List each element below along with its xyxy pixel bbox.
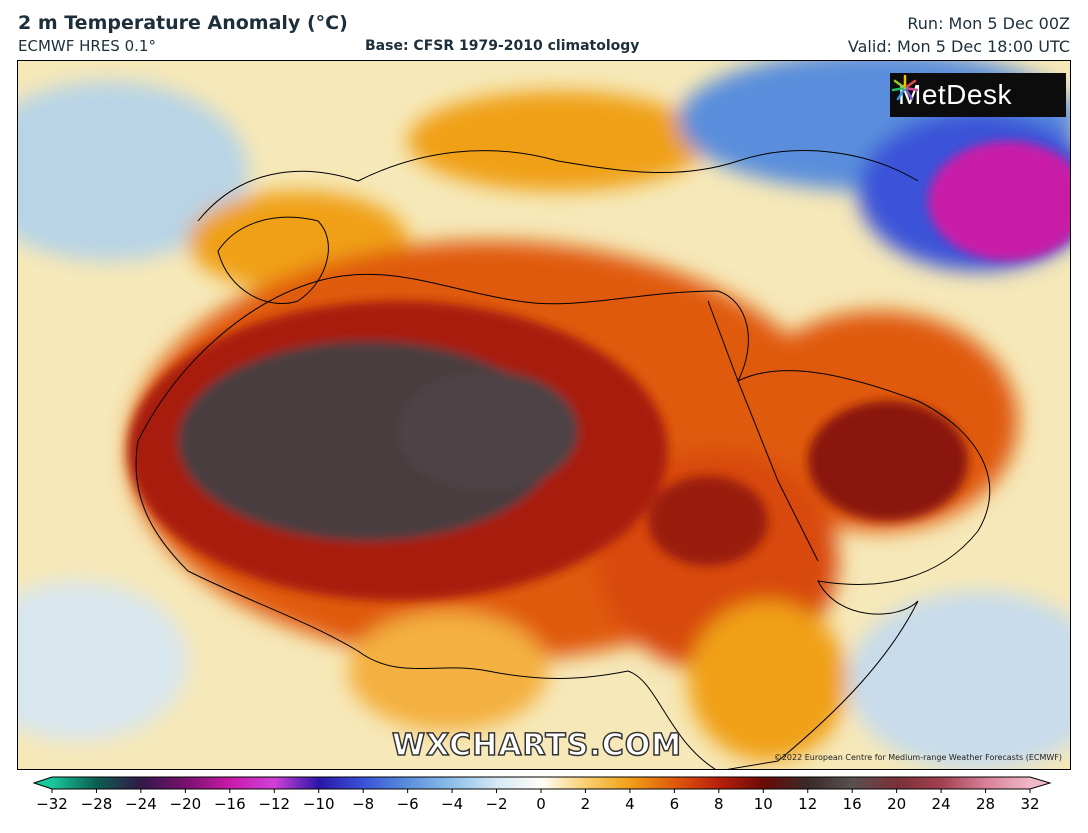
colorbar-tick-label: 32 <box>1020 795 1039 813</box>
colorbar-tick-label: −12 <box>258 795 290 813</box>
indian-ocean-cool-area <box>848 591 1070 769</box>
colorbar-tick-label: −2 <box>485 795 507 813</box>
russia-extreme-cold <box>928 141 1070 261</box>
climatology-label: Base: CFSR 1979-2010 climatology <box>365 38 640 54</box>
colorbar-tick-label: −20 <box>170 795 202 813</box>
colorbar-tick-label: −8 <box>352 795 374 813</box>
colorbar-tick-label: −24 <box>125 795 157 813</box>
colorbar-tick-label: 0 <box>536 795 546 813</box>
model-label: ECMWF HRES 0.1° <box>18 37 156 55</box>
colorbar-tick-label: 24 <box>932 795 951 813</box>
colorbar-tick-label: 4 <box>625 795 635 813</box>
iberia-coastline <box>217 216 329 305</box>
south-atlantic-cool-area <box>18 581 188 741</box>
anomaly-map[interactable]: MetDesk WXCHARTS.COM ©2022 European Cent… <box>17 60 1071 770</box>
colorbar-ticks: −32 −28 −24 −20 −16 −12 −10 −8 −6 −4 −2 0 2 4 6 8 10 12 16… <box>36 789 1040 813</box>
colorbar-tick-label: 8 <box>714 795 724 813</box>
europe-warm-area <box>408 91 708 191</box>
colorbar-tick-label: 6 <box>670 795 680 813</box>
colorbar-tick-label: 10 <box>754 795 773 813</box>
wxcharts-watermark: WXCHARTS.COM <box>391 727 683 764</box>
sudan-hot-area <box>648 476 768 566</box>
east-africa-warm-area <box>688 601 848 761</box>
colorbar-tick-label: −10 <box>303 795 335 813</box>
atlantic-cool-area <box>18 81 248 261</box>
colorbar-tick-label: −16 <box>214 795 246 813</box>
metdesk-logo-text: MetDesk <box>898 79 1012 110</box>
map-title: 2 m Temperature Anomaly (°C) <box>18 12 348 34</box>
colorbar-gradient <box>32 776 1052 790</box>
colorbar-tick-label: −4 <box>441 795 463 813</box>
colorbar-tick-label: −28 <box>81 795 113 813</box>
arabia-hot-area <box>808 401 968 521</box>
colorbar-tick-label: 28 <box>976 795 995 813</box>
europe-coastline <box>197 150 919 222</box>
sahara-extreme-core-east <box>398 371 578 491</box>
gulf-of-guinea-warm-area <box>348 611 548 731</box>
africa-coastline <box>135 273 991 769</box>
colorbar-tick-label: 2 <box>581 795 591 813</box>
ecmwf-copyright: ©2022 European Centre for Medium-range W… <box>773 753 1062 762</box>
valid-time-label: Valid: Mon 5 Dec 18:00 UTC <box>847 37 1070 56</box>
run-label: Run: Mon 5 Dec 00Z <box>907 14 1070 33</box>
colorbar-tick-label: 12 <box>798 795 817 813</box>
colorbar: −32 −28 −24 −20 −16 −12 −10 −8 −6 −4 −2 0 2 4 6 8 10 12 16… <box>32 776 1052 813</box>
colorbar-tick-label: 20 <box>887 795 906 813</box>
red-sea-coast <box>707 300 819 562</box>
colorbar-tick-label: 16 <box>843 795 862 813</box>
map-canvas <box>18 61 1070 769</box>
colorbar-tick-label: −6 <box>397 795 419 813</box>
metdesk-logo: MetDesk <box>890 73 1066 117</box>
metdesk-sun-icon <box>891 74 919 101</box>
colorbar-tick-label: −32 <box>36 795 68 813</box>
